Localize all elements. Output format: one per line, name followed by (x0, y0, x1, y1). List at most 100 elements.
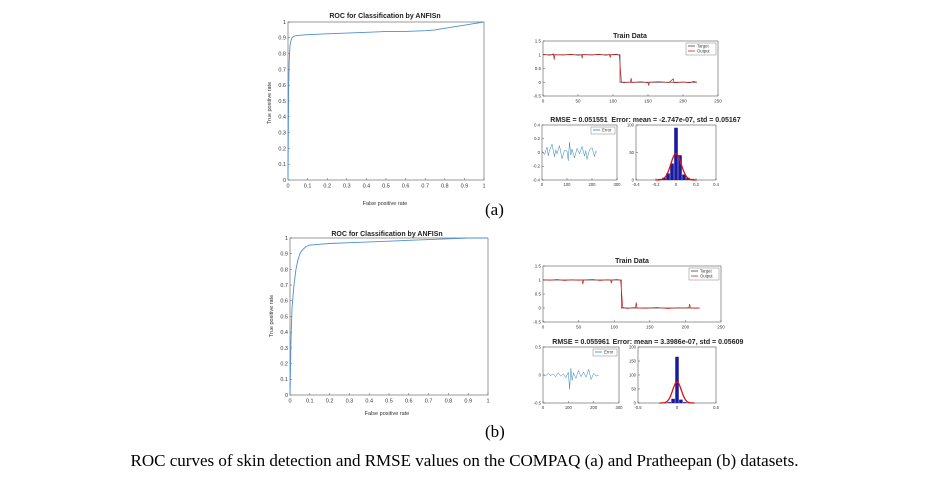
error-hist-title-a: Error: mean = -2.747e-07, std = 0.05167 (611, 117, 740, 124)
x-tick-label: 250 (717, 325, 725, 330)
y-tick-label: 1 (285, 236, 288, 242)
x-tick-label: 0.4 (365, 399, 373, 405)
roc-title-b: ROC for Classification by ANFISn (331, 231, 442, 238)
y-tick-label: 0.1 (280, 377, 288, 383)
histogram-bar (678, 155, 682, 180)
normal-fit-curve (655, 152, 697, 181)
x-tick-label: 50 (576, 325, 582, 330)
x-tick-label: -0.2 (652, 182, 660, 187)
x-tick-label: 0.6 (405, 399, 413, 405)
y-tick-label: 0.5 (278, 99, 286, 105)
x-tick-label: 300 (614, 182, 622, 187)
histogram-bar (666, 173, 670, 180)
rmse-title-a: RMSE = 0.051551 (550, 117, 608, 124)
y-tick-label: 200 (629, 344, 637, 349)
roc-chart-b: ROC for Classification by ANFISn 0 0.1 0.2… (269, 231, 490, 417)
x-tick-label: 100 (610, 325, 618, 330)
y-tick-label: -0.4 (533, 177, 541, 182)
x-tick-label: 200 (682, 325, 690, 330)
y-tick-label: 0.3 (278, 131, 286, 137)
y-tick-label: 50 (629, 150, 634, 155)
output-series-line (542, 279, 700, 309)
error-series-line (542, 368, 599, 390)
x-tick-label: 100 (609, 99, 617, 104)
x-tick-label: 0.3 (343, 184, 351, 190)
x-tick-label: 0 (676, 405, 679, 410)
legend-label-target: Target (697, 44, 709, 49)
x-tick-label: 50 (575, 99, 581, 104)
x-tick-label: 0 (286, 184, 289, 190)
x-tick-label: 0.8 (441, 184, 449, 190)
y-tick-label: 0 (283, 178, 286, 184)
x-tick-label: 0.2 (323, 184, 331, 190)
roc-xlabel-a: False positive rate (363, 201, 408, 207)
x-tick-label: 0 (542, 99, 545, 104)
y-tick-label: 100 (629, 372, 637, 377)
x-tick-label: 0 (541, 182, 544, 187)
legend-box (590, 126, 616, 135)
panel-label-b: (b) (485, 422, 505, 441)
normal-fit-curve (659, 381, 695, 404)
x-tick-label: 0 (675, 182, 678, 187)
y-tick-label: 0.2 (534, 136, 540, 141)
y-tick-label: 0 (539, 372, 542, 377)
y-tick-label: 1 (538, 278, 541, 283)
x-tick-label: 0.5 (382, 184, 390, 190)
x-tick-label: 100 (564, 182, 572, 187)
rmse-chart-a: RMSE = 0.051551 0 100 200 300 -0.4 -0.2 0 0.2 0.… (533, 117, 622, 187)
x-tick-label: 0.5 (385, 399, 393, 405)
error-series-line (541, 142, 598, 161)
x-tick-label: 150 (646, 325, 654, 330)
y-tick-label: 150 (629, 358, 637, 363)
output-series-line (542, 53, 698, 86)
y-tick-label: 0 (538, 80, 541, 85)
y-tick-label: 0.8 (278, 52, 286, 58)
legend-label-error: Error (602, 128, 612, 133)
x-tick-label: 0.7 (425, 399, 433, 405)
roc-title-a: ROC for Classification by ANFISn (329, 13, 440, 20)
x-tick-label: 0.4 (713, 182, 719, 187)
error-hist-plot-area-a: -0.4 -0.2 0 0.2 0.4 0 50 100 (627, 122, 720, 187)
x-tick-label: 0.3 (346, 399, 354, 405)
error-hist-chart-a: Error: mean = -2.747e-07, std = 0.05167 … (611, 117, 740, 187)
legend-label-output: Output (697, 49, 710, 54)
train-chart-b: Train Data 0 50 100 150 200 250-0.500.511.5Ta… (533, 258, 725, 330)
roc-series-line (289, 237, 488, 396)
panel-label-a: (a) (485, 200, 504, 219)
y-tick-label: -0.5 (534, 400, 542, 405)
y-tick-label: 0.4 (534, 122, 540, 127)
roc-chart-a: ROC for Classification by ANFISn 0 0.1 0.2… (267, 13, 486, 207)
histogram-bar (671, 398, 675, 403)
y-tick-label: 0 (285, 393, 288, 399)
x-tick-label: 0.1 (304, 184, 312, 190)
y-tick-label: 0.9 (278, 36, 286, 42)
error-hist-title-b: Error: mean = 3.3986e-07, std = 0.05609 (613, 339, 744, 346)
y-tick-label: 0.5 (535, 66, 542, 71)
roc-plot-area-b: 0 0.1 0.2 0.3 0.4 0.5 0.6 0.7 0.8 0.9 1 0 0.1 0.2 0.3 0… (280, 236, 489, 405)
y-tick-label: 0.7 (278, 67, 286, 73)
legend-label-output: Output (700, 274, 713, 279)
axes-box (289, 237, 489, 396)
x-tick-label: 0.9 (461, 184, 469, 190)
x-tick-label: 0.1 (306, 399, 314, 405)
y-tick-label: 0 (538, 150, 541, 155)
y-tick-label: 0.8 (280, 267, 288, 273)
y-tick-label: 0.3 (280, 346, 288, 352)
x-tick-label: 150 (644, 99, 652, 104)
y-tick-label: 1.5 (535, 39, 542, 44)
axes-box (542, 346, 620, 404)
rmse-title-b: RMSE = 0.055961 (552, 339, 610, 346)
axes-box (287, 21, 485, 181)
histogram-bar (675, 356, 679, 403)
train-title-b: Train Data (615, 258, 649, 265)
y-tick-label: 0.5 (535, 292, 542, 297)
x-tick-label: 200 (679, 99, 687, 104)
y-tick-label: 0.9 (280, 252, 288, 258)
x-tick-label: 100 (565, 405, 573, 410)
y-tick-label: 0 (538, 306, 541, 311)
y-tick-label: 0 (634, 400, 637, 405)
y-tick-label: 1.5 (535, 264, 542, 269)
